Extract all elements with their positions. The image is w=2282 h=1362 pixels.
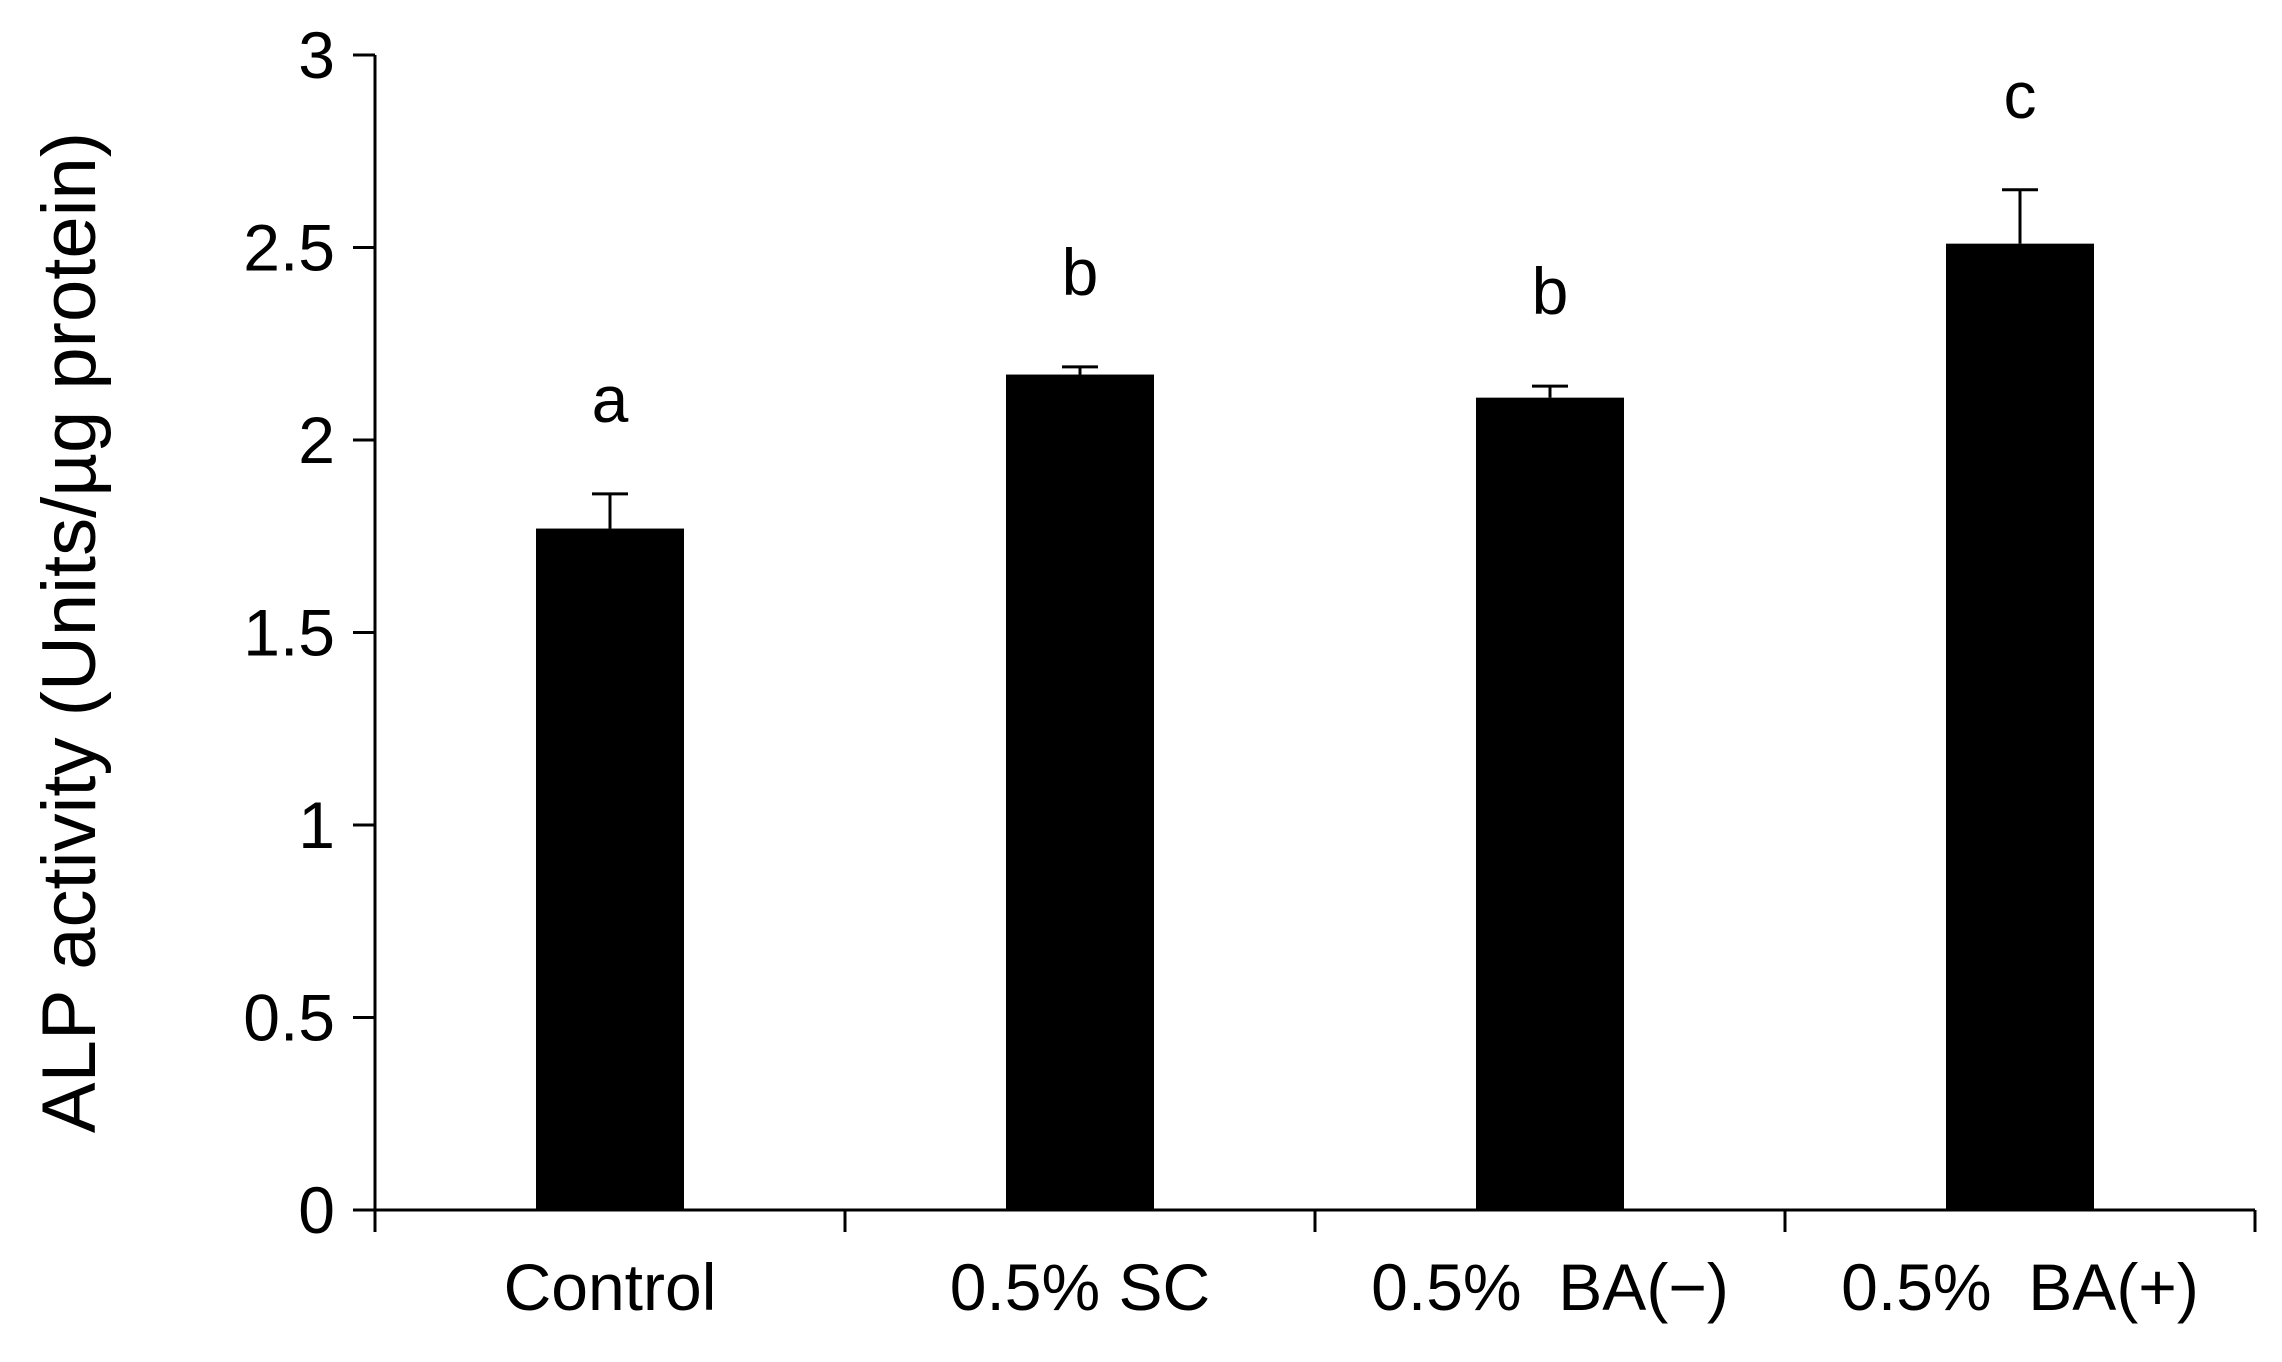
y-tick-label: 1.5 bbox=[243, 596, 335, 670]
error-bars bbox=[592, 188, 2038, 529]
significance-letters: a b b c bbox=[592, 58, 2037, 436]
bar bbox=[536, 528, 684, 1210]
error-bar bbox=[592, 492, 628, 529]
category-label: Control bbox=[504, 1250, 717, 1324]
y-tick-label: 0 bbox=[298, 1173, 335, 1247]
category-label: 0.5% BA(+) bbox=[1841, 1250, 2199, 1324]
significance-letter: c bbox=[2004, 58, 2037, 132]
error-bar bbox=[1062, 365, 1098, 375]
significance-letter: a bbox=[592, 362, 629, 436]
error-bar bbox=[2002, 188, 2038, 244]
y-tick-label: 2 bbox=[298, 403, 335, 477]
significance-letter: b bbox=[1062, 235, 1099, 309]
bar bbox=[1006, 374, 1154, 1210]
y-tick-label: 2.5 bbox=[243, 211, 335, 285]
significance-letter: b bbox=[1532, 254, 1569, 328]
error-bar bbox=[1532, 384, 1568, 398]
bar bbox=[1476, 397, 1624, 1210]
category-label: 0.5% BA(−) bbox=[1371, 1250, 1729, 1324]
category-labels: Control 0.5% SC 0.5% BA(−) 0.5% BA(+) bbox=[504, 1250, 2199, 1324]
y-tick-label: 3 bbox=[298, 18, 335, 92]
bar bbox=[1946, 243, 2094, 1210]
y-axis-title: ALP activity (Units/µg protein) bbox=[27, 132, 112, 1133]
y-tick-label: 0.5 bbox=[243, 981, 335, 1055]
bars bbox=[536, 243, 2094, 1210]
y-tick-label: 1 bbox=[298, 788, 335, 862]
x-axis-ticks bbox=[373, 1210, 2257, 1232]
y-axis-ticks: 0 0.5 1 1.5 2 2.5 3 bbox=[243, 18, 375, 1247]
category-label: 0.5% SC bbox=[950, 1250, 1210, 1324]
